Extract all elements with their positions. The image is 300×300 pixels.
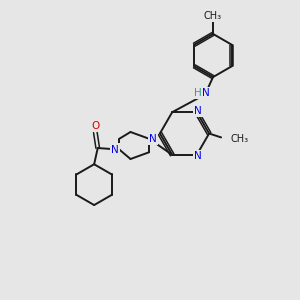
Text: N: N (194, 151, 202, 161)
Text: O: O (91, 121, 100, 131)
Text: N: N (194, 106, 202, 116)
Text: CH₃: CH₃ (204, 11, 222, 21)
Text: N: N (111, 145, 119, 154)
Text: N: N (202, 88, 210, 98)
Text: CH₃: CH₃ (231, 134, 249, 144)
Text: H: H (194, 88, 202, 98)
Text: N: N (149, 134, 157, 144)
